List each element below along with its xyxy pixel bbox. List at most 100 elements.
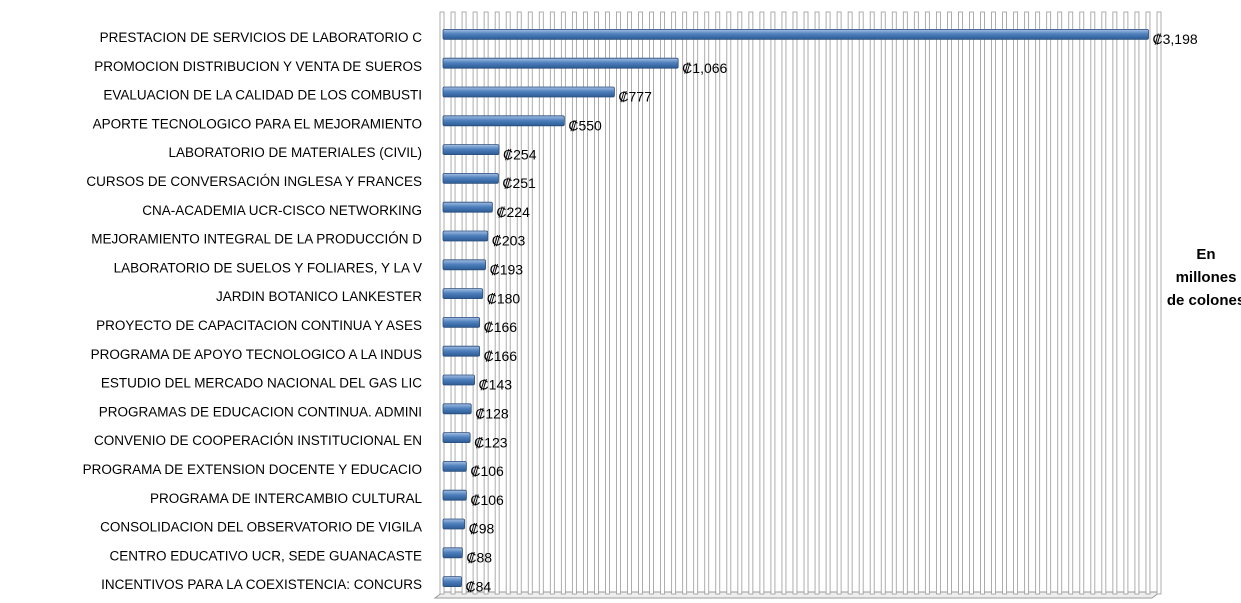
bar <box>442 115 565 127</box>
grid-line <box>947 11 952 595</box>
grid-line <box>682 11 688 595</box>
grid-line <box>858 11 864 595</box>
grid-line <box>980 11 985 595</box>
value-label: ₡128 <box>475 406 509 422</box>
grid-line <box>571 11 577 595</box>
bar <box>442 259 486 271</box>
value-label: ₡1,066 <box>682 60 727 76</box>
grid-line <box>1134 11 1140 595</box>
value-label: ₡98 <box>469 521 495 537</box>
bar <box>442 403 472 415</box>
grid-line <box>1046 11 1052 595</box>
grid-line <box>1156 11 1162 595</box>
grid-line <box>958 11 963 595</box>
bar <box>442 172 499 184</box>
y-tick-label: PROGRAMA DE APOYO TECNOLOGICO A LA INDUS <box>91 347 422 362</box>
bar <box>442 432 471 444</box>
y-tick-label: APORTE TECNOLOGICO PARA EL MEJORAMIENTO <box>93 116 422 131</box>
value-label: ₡251 <box>502 175 536 191</box>
annotation: de colones <box>1167 292 1241 309</box>
grid-line <box>748 11 754 595</box>
grid-line <box>527 11 533 595</box>
grid-line <box>605 11 610 595</box>
grid-line <box>737 11 743 595</box>
grid-line <box>825 11 831 595</box>
grid-line <box>913 11 919 595</box>
value-label: ₡193 <box>490 262 524 278</box>
y-tick-label: PROGRAMAS DE EDUCACION CONTINUA. ADMINI <box>99 404 422 419</box>
grid-line <box>902 11 908 595</box>
grid-line <box>1101 11 1107 595</box>
annotation: millones <box>1176 269 1237 286</box>
grid-line <box>1024 11 1030 595</box>
bar <box>442 28 1149 40</box>
y-tick-label: CONVENIO DE COOPERACIÓN INSTITUCIONAL EN <box>94 433 422 448</box>
y-tick-label: CURSOS DE CONVERSACIÓN INGLESA Y FRANCES <box>86 174 422 189</box>
value-label: ₡550 <box>568 118 602 134</box>
grid-line <box>638 11 643 595</box>
grid-line <box>494 11 500 595</box>
grid-line <box>1145 11 1151 595</box>
grid-line <box>516 11 522 595</box>
grid-line <box>969 11 974 595</box>
value-label: ₡166 <box>484 319 518 335</box>
grid-line <box>924 11 930 595</box>
y-tick-label: PROGRAMA DE INTERCAMBIO CULTURAL <box>150 491 423 506</box>
grid-line <box>671 11 677 595</box>
value-label: ₡84 <box>466 578 492 594</box>
grid-line <box>770 11 776 595</box>
value-label: ₡254 <box>503 146 537 162</box>
grid-line <box>483 11 489 595</box>
grid-line <box>1079 11 1085 595</box>
grid-line <box>627 11 632 595</box>
grid-line <box>814 11 820 595</box>
y-tick-label: LABORATORIO DE SUELOS Y FOLIARES, Y LA V <box>114 260 422 275</box>
bar <box>442 316 481 328</box>
bar <box>442 547 463 559</box>
grid-line <box>461 11 467 595</box>
value-label: ₡180 <box>487 290 521 306</box>
value-label: ₡3,198 <box>1153 31 1198 47</box>
y-tick-label: PROMOCION DISTRIBUCION Y VENTA DE SUEROS <box>94 59 422 74</box>
bar <box>442 57 679 69</box>
y-tick-label: LABORATORIO DE MATERIALES (CIVIL) <box>168 145 422 160</box>
y-tick-label: CNA-ACADEMIA UCR-CISCO NETWORKING <box>142 203 422 218</box>
grid-line <box>759 11 765 595</box>
bar <box>442 288 484 300</box>
value-label: ₡166 <box>484 348 518 364</box>
grid-line <box>649 11 654 595</box>
grid-line <box>726 11 732 595</box>
grid-line <box>1112 11 1118 595</box>
grid-line <box>616 11 621 595</box>
grid-line <box>583 11 588 595</box>
plot-floor <box>433 591 1162 599</box>
bar <box>442 374 475 386</box>
grid-line <box>472 11 478 595</box>
bar <box>442 86 615 98</box>
grid-line <box>935 11 941 595</box>
grid-line <box>439 11 445 595</box>
grid-line <box>880 11 886 595</box>
y-tick-label: MEJORAMIENTO INTEGRAL DE LA PRODUCCIÓN D <box>91 232 422 247</box>
grid-line <box>704 11 710 595</box>
value-label: ₡106 <box>470 492 504 508</box>
value-label: ₡224 <box>496 204 530 220</box>
grid-line <box>715 11 721 595</box>
grid-line <box>891 11 897 595</box>
grid-line <box>1090 11 1096 595</box>
y-tick-label: JARDIN BOTANICO LANKESTER <box>216 289 422 304</box>
value-label: ₡777 <box>618 89 652 105</box>
grid-line <box>594 11 599 595</box>
annotation: En <box>1196 246 1215 263</box>
y-tick-label: CENTRO EDUCATIVO UCR, SEDE GUANACASTE <box>109 548 422 563</box>
bar <box>442 201 493 213</box>
grid-line <box>549 11 555 595</box>
bar <box>442 230 489 242</box>
grid-line <box>781 11 787 595</box>
grid-line <box>1123 11 1129 595</box>
bar <box>442 576 462 587</box>
value-label: ₡88 <box>466 550 492 566</box>
grid-line <box>1002 11 1007 595</box>
y-tick-label: EVALUACION DE LA CALIDAD DE LOS COMBUSTI <box>103 88 422 103</box>
